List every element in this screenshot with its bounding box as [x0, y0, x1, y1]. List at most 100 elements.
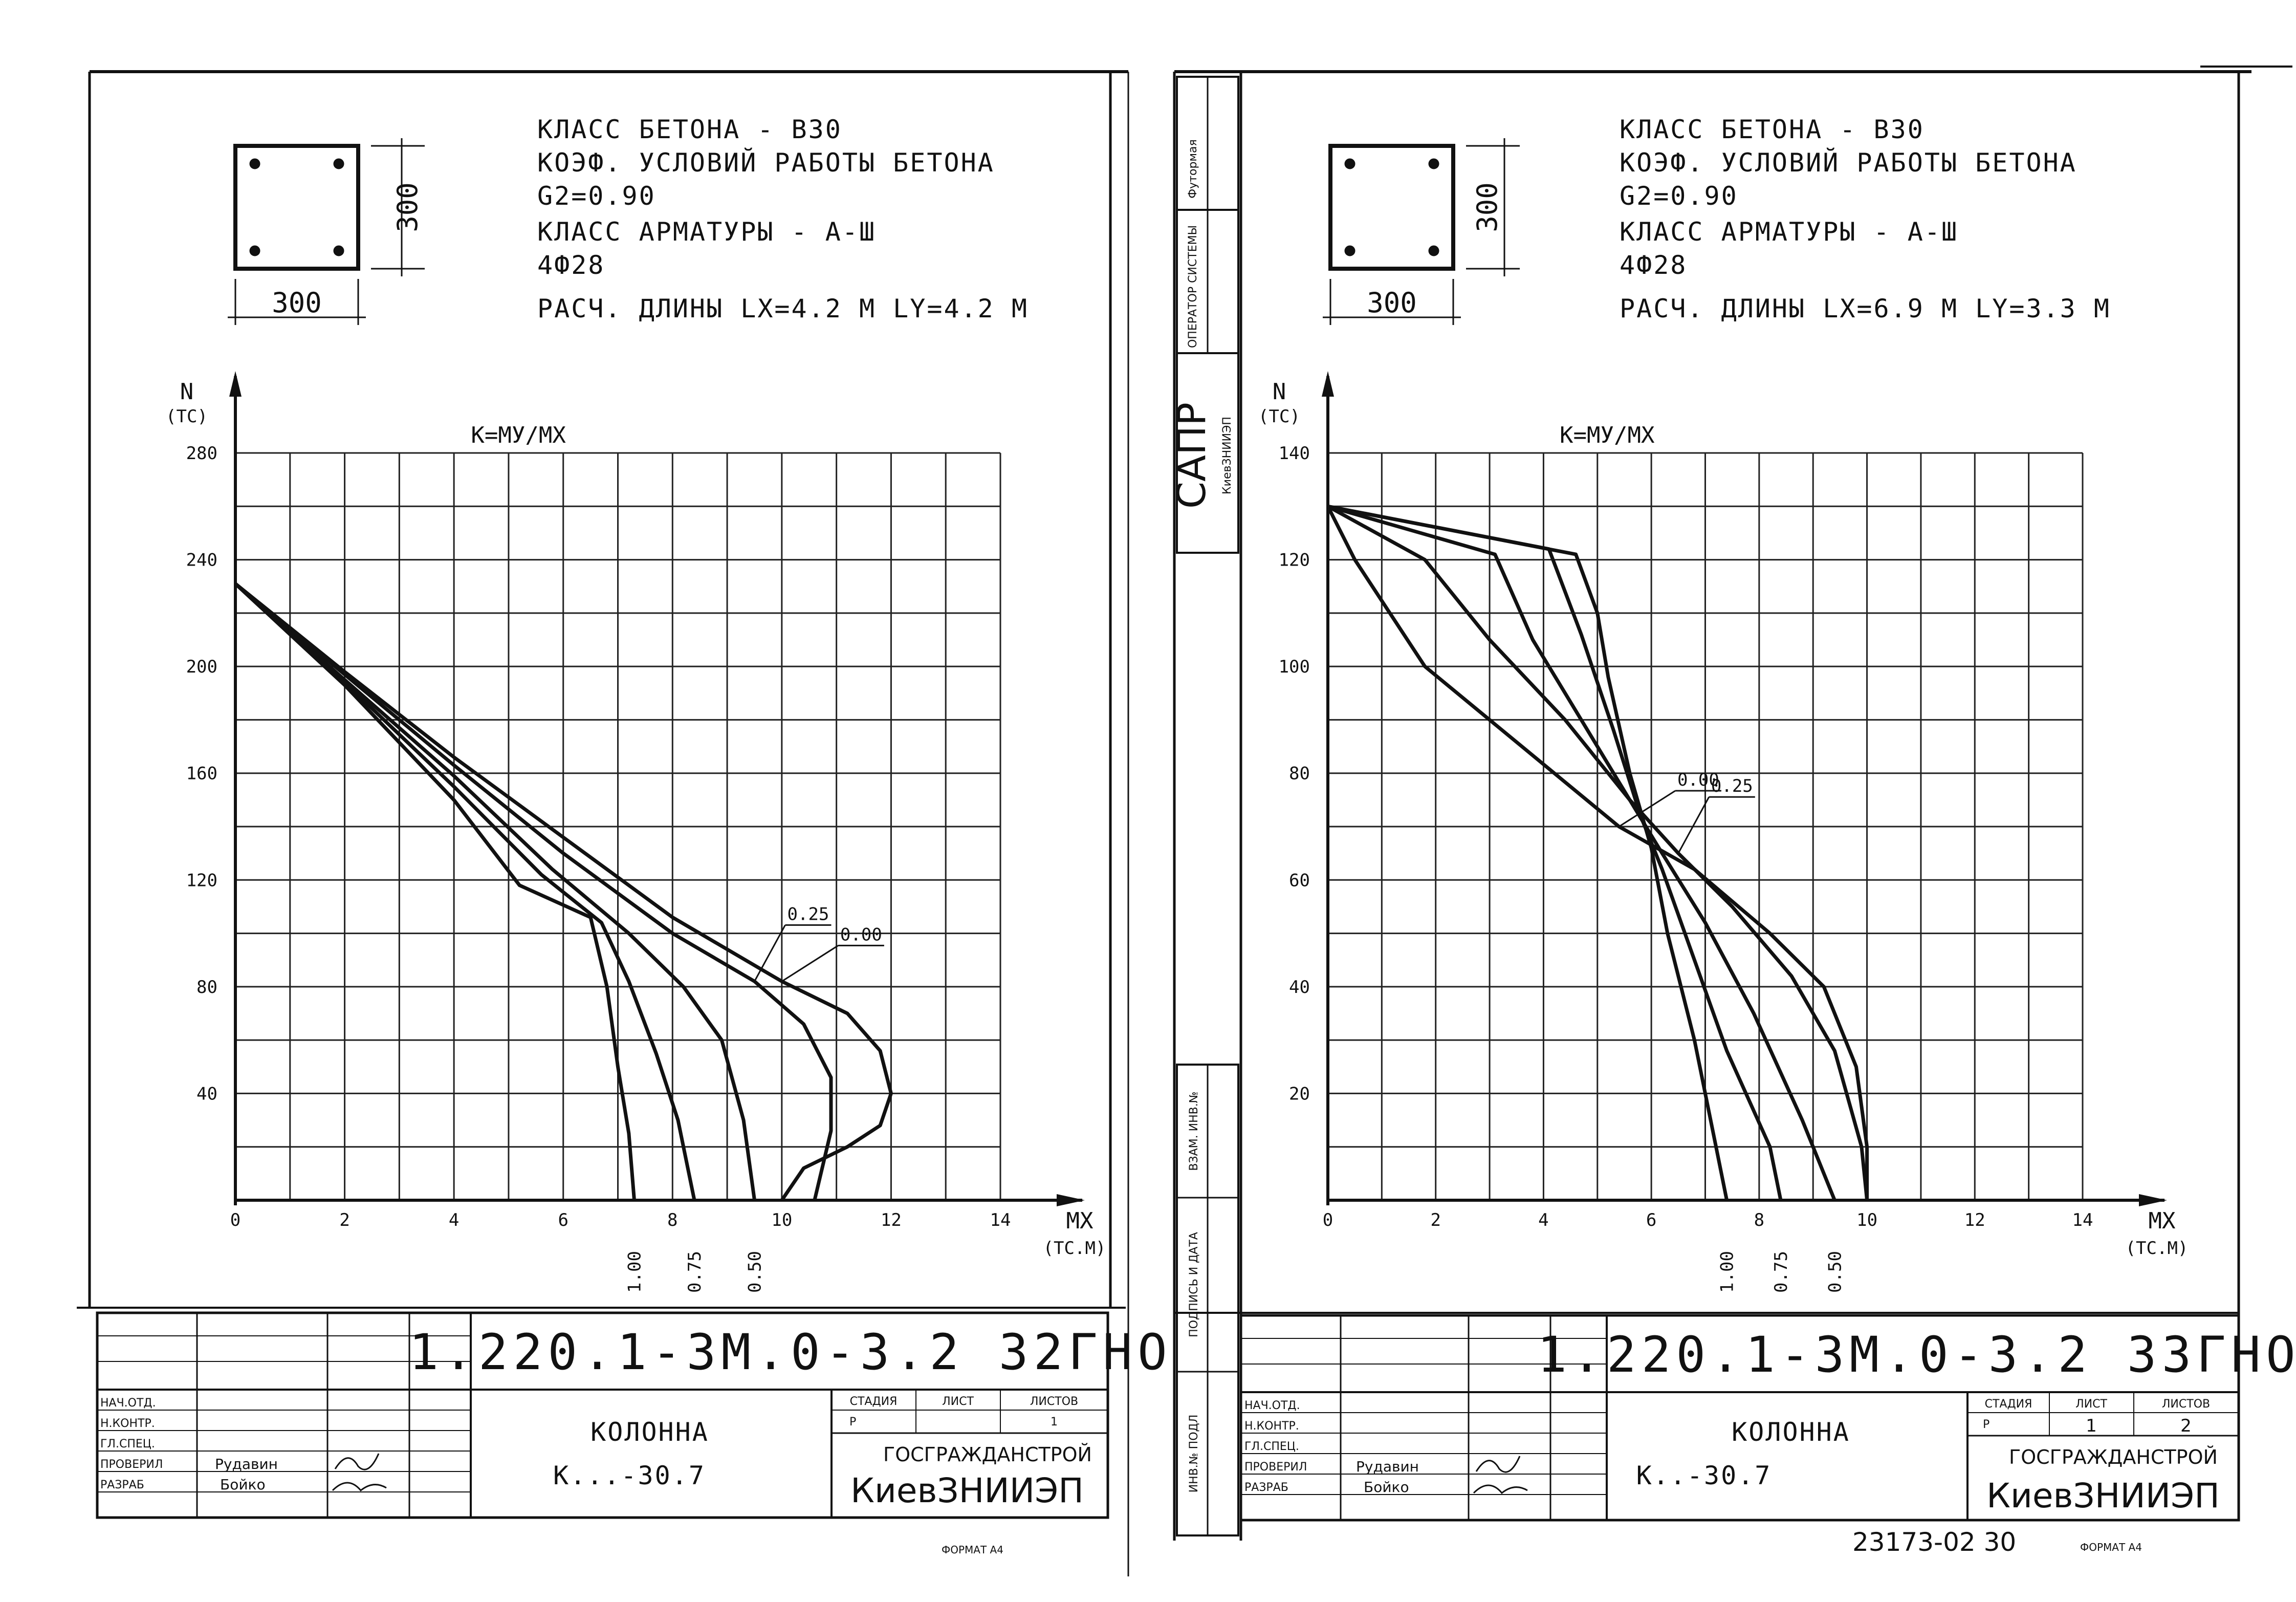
stamp-sign-date: ПОДПИСЬ И ДАТА [1188, 1232, 1200, 1337]
curve-end-label: 0.75 [685, 1251, 705, 1293]
role-chief-spec: ГЛ.СПЕЦ. [100, 1438, 155, 1451]
x-tick-label: 4 [1538, 1210, 1548, 1230]
sheet-1-section-height-label: 300 [391, 182, 424, 232]
x-tick-label: 8 [667, 1210, 677, 1230]
y-axis-label: N [1273, 379, 1286, 405]
series-line-1-00 [1327, 504, 1729, 1201]
role-head-dept: НАЧ.ОТД. [100, 1397, 156, 1410]
x-tick-label: 10 [771, 1210, 792, 1230]
y-axis-unit: (ТС) [1258, 406, 1300, 427]
concrete-class: КЛАСС БЕТОНА - В30 [1620, 115, 1925, 144]
x-tick-label: 0 [230, 1210, 240, 1230]
y-axis-arrow [1322, 371, 1334, 397]
chart-title: К=МУ/МХ [471, 422, 566, 448]
work-coef-title: КОЭФ. УСЛОВИЙ РАБОТЫ БЕТОНА [1620, 147, 2077, 178]
role-chief-spec: ГЛ.СПЕЦ. [1244, 1440, 1299, 1453]
x-tick-label: 0 [1323, 1210, 1333, 1230]
y-tick-label: 240 [186, 550, 217, 571]
callout-leader [754, 924, 786, 982]
x-tick-label: 14 [2072, 1210, 2093, 1230]
rebar-class: КЛАСС АРМАТУРЫ - А-Ш [537, 217, 876, 247]
org-line-1: ГОСГРАЖДАНСТРОЙ [883, 1443, 1092, 1466]
sheet-2-frame [1173, 66, 2292, 1541]
org-line-2: КиевЗНИИЭП [1986, 1476, 2220, 1516]
x-tick-label: 6 [558, 1210, 568, 1230]
rebar: 4Ф28 [1620, 250, 1687, 280]
design-lengths: РАСЧ. ДЛИНЫ LX=6.9 М LY=3.3 М [1620, 294, 2111, 323]
y-tick-label: 120 [1279, 550, 1310, 571]
name-checked: Рудавин [1356, 1458, 1419, 1475]
chart-title: К=МУ/МХ [1560, 422, 1655, 448]
x-axis-label: МХ [1066, 1208, 1094, 1234]
curve-end-label: 0.50 [745, 1251, 765, 1293]
signature-checked [1473, 1456, 1528, 1495]
y-tick-label: 140 [1279, 443, 1310, 464]
sheets-value: 1 [1051, 1416, 1058, 1428]
series-line-0-50 [234, 582, 756, 1201]
sheet-1-chart: 0 2 4 6 8 10 12 14 40 80 120 160 200 240 280 N(ТС) МХ (ТС… [166, 371, 1106, 1293]
stamp-inv-mutual: ВЗАМ. ИНВ.№ [1188, 1091, 1200, 1171]
sheet-1-section-width-label: 300 [272, 287, 322, 319]
y-tick-label: 80 [1289, 764, 1310, 784]
callout-label-0-25: 0.25 [788, 904, 829, 924]
x-axis-arrow [1057, 1194, 1085, 1206]
stamp-sapr: САПР [1169, 402, 1214, 509]
rebar: 4Ф28 [537, 250, 605, 280]
sheet-1-section-sketch [228, 138, 425, 325]
stage-value: Р [1983, 1418, 1989, 1431]
y-tick-label: 60 [1289, 870, 1310, 891]
sheet-header: ЛИСТ [2075, 1398, 2107, 1411]
work-coef-value: G2=0.90 [537, 181, 656, 211]
y-axis-unit: (ТС) [166, 406, 208, 427]
stamp-number: 23173-02 30 [1852, 1527, 2016, 1557]
sheet-1-element-name: КОЛОННА [591, 1417, 709, 1447]
series-line-0-25 [234, 582, 833, 1201]
sheet-2-section-sketch [1323, 138, 1520, 325]
y-tick-label: 200 [186, 657, 217, 677]
sheet-2-title-block-lines [1239, 1314, 2240, 1522]
role-developed: РАЗРАБ [1244, 1481, 1288, 1494]
sheet-2-doc-code: 1.220.1-3М.0-3.2 33ГНО [1537, 1326, 2296, 1383]
name-checked: Рудавин [215, 1456, 278, 1473]
sheet-2-chart: 0 2 4 6 8 10 12 14 20 40 60 80 100 120 140 N(ТС) МХ (ТС.М… [1258, 371, 2188, 1293]
x-tick-label: 14 [990, 1210, 1011, 1230]
sheet-2-side-stamps [1176, 76, 1239, 1536]
x-tick-label: 12 [881, 1210, 902, 1230]
sheet-value: 1 [2086, 1416, 2097, 1436]
callout-label-0-00: 0.00 [1677, 770, 1719, 790]
series-line-0-75 [234, 582, 696, 1201]
work-coef-value: G2=0.90 [1620, 181, 1738, 211]
x-tick-label: 2 [339, 1210, 349, 1230]
y-tick-label: 40 [196, 1084, 217, 1104]
x-tick-label: 4 [449, 1210, 459, 1230]
stage-header: СТАДИЯ [850, 1395, 898, 1408]
sheets-header: ЛИСТОВ [2162, 1398, 2210, 1411]
x-tick-label: 12 [1964, 1210, 1985, 1230]
callout-label-0-25: 0.25 [1711, 776, 1753, 796]
role-head-dept: НАЧ.ОТД. [1244, 1399, 1300, 1412]
role-developed: РАЗРАБ [100, 1479, 144, 1491]
x-tick-label: 8 [1754, 1210, 1764, 1230]
x-tick-label: 6 [1646, 1210, 1656, 1230]
sheet-2-element-name: КОЛОННА [1732, 1417, 1850, 1447]
x-tick-label: 10 [1856, 1210, 1877, 1230]
role-checked: ПРОВЕРИЛ [100, 1458, 163, 1471]
callout-leader [1619, 790, 1676, 828]
y-axis-arrow [229, 371, 242, 397]
y-tick-label: 120 [186, 870, 217, 891]
sheet-2-section-height-label: 300 [1471, 182, 1503, 232]
name-developed: Бойко [1364, 1479, 1409, 1496]
sheet-2-section-width-label: 300 [1367, 287, 1417, 319]
curve-end-label: 1.00 [625, 1251, 645, 1293]
name-developed: Бойко [220, 1476, 266, 1493]
stamp-format: Футормая [1187, 139, 1199, 199]
callout-label-0-00: 0.00 [840, 924, 882, 945]
y-tick-label: 40 [1289, 977, 1310, 998]
stamp-operator: ОПЕРАТОР СИСТЕМЫ [1187, 225, 1199, 348]
curve-end-label: 0.50 [1825, 1251, 1845, 1293]
y-tick-label: 100 [1279, 657, 1310, 677]
org-line-2: КиевЗНИИЭП [850, 1471, 1084, 1510]
y-tick-label: 20 [1289, 1084, 1310, 1104]
y-axis-label: N [180, 379, 194, 405]
